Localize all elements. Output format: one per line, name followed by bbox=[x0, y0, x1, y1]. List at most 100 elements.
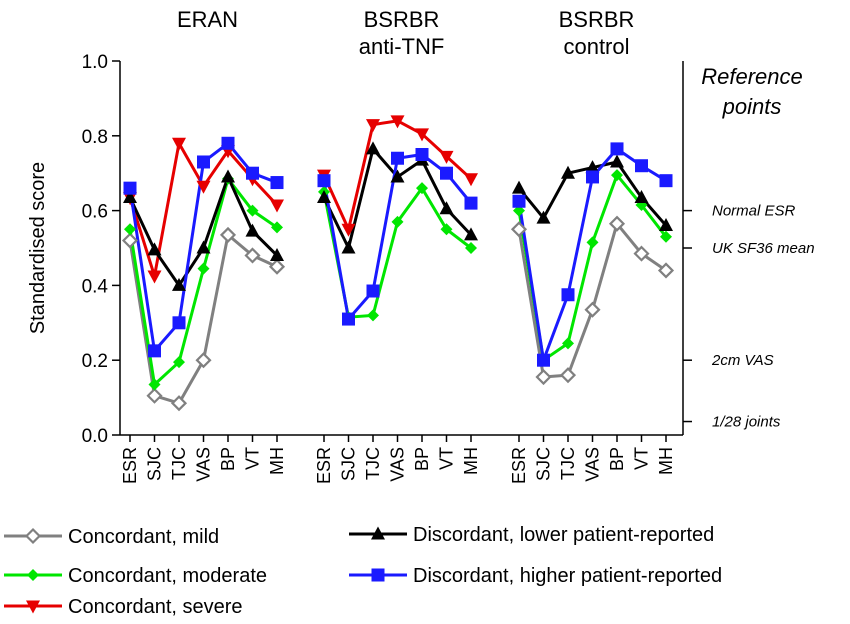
data-point-mild bbox=[244, 247, 261, 264]
data-point-mild bbox=[584, 301, 601, 318]
data-point-mild bbox=[633, 245, 650, 262]
legend-marker-lower bbox=[371, 526, 385, 540]
reference-title: points bbox=[722, 94, 782, 119]
data-point-lower bbox=[341, 240, 356, 254]
data-point-higher bbox=[635, 159, 648, 173]
reference-label: UK SF36 mean bbox=[712, 240, 815, 257]
data-point-mild bbox=[657, 262, 675, 279]
data-point-higher bbox=[561, 288, 575, 302]
data-point-lower bbox=[561, 165, 575, 179]
panel-title: control bbox=[563, 34, 629, 59]
data-point-higher bbox=[512, 194, 526, 208]
data-point-higher bbox=[610, 142, 624, 156]
data-point-lower bbox=[123, 190, 137, 204]
x-tick-label-sjc: SJC bbox=[145, 447, 165, 481]
reference-title: Reference bbox=[701, 64, 803, 89]
data-point-moderate bbox=[440, 223, 453, 236]
legend-label-mild: Concordant, mild bbox=[68, 526, 219, 548]
x-tick-label-sjc: SJC bbox=[534, 447, 554, 481]
data-point-moderate bbox=[611, 169, 623, 182]
panel-title: ERAN bbox=[177, 7, 238, 32]
data-point-moderate bbox=[586, 236, 599, 249]
data-point-mild bbox=[510, 221, 528, 238]
y-tick-label: 0.6 bbox=[82, 202, 108, 223]
data-point-lower bbox=[610, 154, 624, 168]
x-tick-label-mh: MH bbox=[267, 447, 287, 475]
data-point-higher bbox=[221, 136, 235, 150]
data-point-severe bbox=[366, 119, 380, 133]
panel-title: BSRBR bbox=[364, 7, 440, 32]
y-tick-label: 1.0 bbox=[82, 52, 108, 73]
data-point-higher bbox=[440, 166, 453, 180]
legend-label-higher: Discordant, higher patient-reported bbox=[413, 565, 722, 587]
data-point-moderate bbox=[246, 204, 259, 217]
data-point-lower bbox=[390, 169, 405, 183]
x-tick-label-vas: VAS bbox=[583, 447, 603, 482]
data-point-higher bbox=[317, 174, 331, 188]
x-tick-label-tjc: TJC bbox=[558, 447, 578, 480]
data-point-higher bbox=[391, 151, 404, 165]
data-point-severe bbox=[464, 173, 478, 187]
data-point-severe bbox=[390, 115, 405, 129]
data-point-lower bbox=[172, 277, 186, 291]
data-point-severe bbox=[172, 137, 186, 151]
data-point-higher bbox=[415, 148, 429, 161]
data-point-mild bbox=[121, 232, 139, 249]
data-point-severe bbox=[439, 150, 454, 164]
legend-marker-moderate bbox=[27, 569, 39, 581]
data-point-moderate bbox=[660, 230, 672, 243]
data-point-higher bbox=[246, 166, 259, 180]
data-point-lower bbox=[585, 160, 600, 174]
data-point-lower bbox=[147, 242, 162, 256]
x-tick-label-esr: ESR bbox=[509, 447, 529, 484]
data-point-lower bbox=[659, 218, 673, 232]
data-point-moderate bbox=[562, 337, 574, 350]
reference-label: 1/28 joints bbox=[712, 414, 781, 431]
data-point-lower bbox=[439, 201, 454, 215]
data-point-higher bbox=[464, 196, 478, 210]
data-point-lower bbox=[512, 180, 526, 194]
x-tick-label-tjc: TJC bbox=[363, 447, 383, 480]
data-point-lower bbox=[221, 169, 235, 183]
y-axis-label: Standardised score bbox=[27, 162, 49, 334]
data-point-severe bbox=[341, 223, 356, 237]
x-tick-label-vt: VT bbox=[632, 447, 652, 470]
x-tick-label-esr: ESR bbox=[120, 447, 140, 484]
data-point-lower bbox=[634, 190, 649, 204]
data-point-lower bbox=[270, 247, 284, 261]
reference-label: Normal ESR bbox=[712, 203, 796, 220]
x-tick-label-vt: VT bbox=[437, 447, 457, 470]
legend-marker-mild bbox=[24, 527, 42, 545]
data-point-higher bbox=[366, 284, 380, 298]
legend-label-moderate: Concordant, moderate bbox=[68, 565, 267, 587]
data-point-higher bbox=[537, 353, 550, 367]
y-tick-label: 0.2 bbox=[82, 351, 108, 372]
data-point-moderate bbox=[416, 182, 428, 195]
data-point-mild bbox=[268, 258, 286, 275]
data-point-severe bbox=[270, 199, 284, 213]
legend-marker-severe bbox=[26, 600, 40, 614]
x-tick-label-sjc: SJC bbox=[339, 447, 359, 481]
data-point-moderate bbox=[148, 378, 161, 391]
data-point-lower bbox=[464, 227, 478, 241]
data-point-moderate bbox=[271, 221, 283, 234]
data-point-moderate bbox=[391, 215, 404, 228]
data-point-lower bbox=[536, 210, 551, 224]
data-point-lower bbox=[245, 223, 260, 237]
data-point-moderate bbox=[367, 309, 379, 322]
legend-label-lower: Discordant, lower patient-reported bbox=[413, 524, 714, 546]
y-tick-label: 0.8 bbox=[82, 127, 108, 148]
x-tick-label-tjc: TJC bbox=[169, 447, 189, 480]
data-point-lower bbox=[317, 190, 331, 204]
x-tick-label-vt: VT bbox=[243, 447, 263, 470]
x-tick-label-vas: VAS bbox=[388, 447, 408, 482]
data-point-moderate bbox=[173, 356, 185, 369]
data-point-higher bbox=[148, 344, 161, 358]
data-point-mild bbox=[219, 226, 237, 243]
data-point-higher bbox=[123, 181, 137, 195]
x-tick-label-mh: MH bbox=[656, 447, 676, 475]
x-tick-label-bp: BP bbox=[607, 447, 627, 471]
legend-marker-higher bbox=[371, 568, 385, 582]
data-point-mild bbox=[195, 352, 212, 369]
